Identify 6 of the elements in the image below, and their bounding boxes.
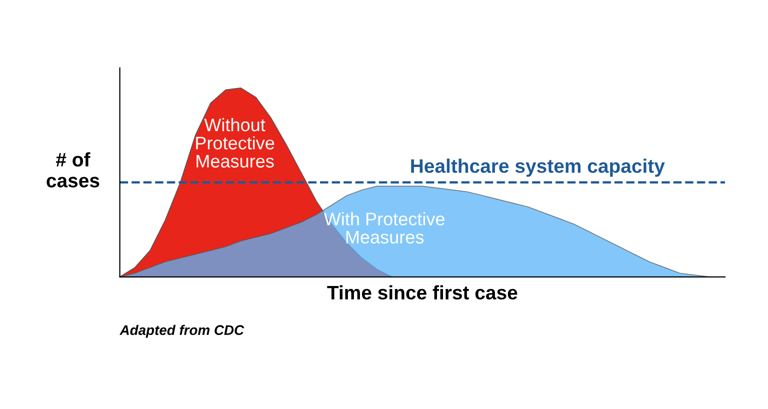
text: Adapted from CDC [120,324,244,338]
ref-line-label: Healthcare system capacity [411,158,665,177]
series-label: With Protective Measures [324,212,444,244]
series-label: Without Protective Measures [196,118,274,168]
y-axis-title: # of cases [46,152,100,188]
x-axis-title: Time since first case [327,285,518,300]
